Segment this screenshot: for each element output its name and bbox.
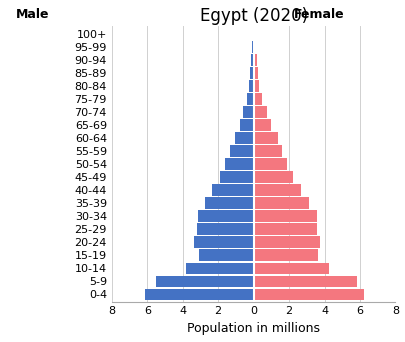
Bar [211,184,253,196]
Bar [198,249,253,261]
Bar [253,54,256,66]
Bar [252,28,253,40]
Bar [253,132,277,144]
Bar [253,223,317,235]
Bar [145,289,253,300]
Bar [156,276,253,287]
Bar [253,276,356,287]
Bar [253,28,254,40]
Bar [253,236,320,248]
Bar [248,80,253,92]
Bar [253,158,287,170]
Bar [220,171,253,183]
Bar [253,67,257,79]
Text: Female: Female [293,8,343,21]
Bar [246,93,253,105]
Bar [194,236,253,248]
Bar [253,80,259,92]
Bar [205,197,253,209]
Bar [234,132,253,144]
Bar [225,158,253,170]
Title: Egypt (2020): Egypt (2020) [199,7,307,25]
Bar [253,171,292,183]
Bar [253,289,363,300]
Bar [253,249,318,261]
Bar [249,67,253,79]
Bar [253,197,309,209]
Bar [253,145,281,157]
Bar [243,106,253,118]
Bar [196,223,253,235]
Bar [253,119,271,131]
Bar [253,93,261,105]
Bar [253,41,255,53]
Bar [239,119,253,131]
Bar [186,263,253,274]
Bar [253,263,328,274]
Bar [252,41,253,53]
Text: Male: Male [15,8,49,21]
Bar [253,184,300,196]
Bar [253,210,316,222]
Bar [253,106,266,118]
Bar [197,210,253,222]
Bar [229,145,253,157]
Bar [250,54,253,66]
X-axis label: Population in millions: Population in millions [187,322,320,335]
